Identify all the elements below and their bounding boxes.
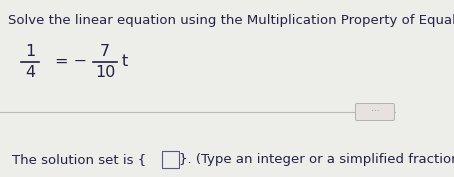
- Text: 7: 7: [100, 44, 110, 59]
- Text: The solution set is {: The solution set is {: [12, 153, 146, 167]
- Text: = −: = −: [55, 55, 87, 70]
- FancyBboxPatch shape: [162, 150, 178, 167]
- Text: ···: ···: [370, 107, 379, 116]
- Text: 4: 4: [25, 65, 35, 80]
- Text: t: t: [122, 55, 128, 70]
- FancyBboxPatch shape: [355, 104, 395, 121]
- Text: }. (Type an integer or a simplified fraction.): }. (Type an integer or a simplified frac…: [179, 153, 454, 167]
- Text: 10: 10: [95, 65, 115, 80]
- Text: Solve the linear equation using the Multiplication Property of Equality.: Solve the linear equation using the Mult…: [8, 14, 454, 27]
- Text: 1: 1: [25, 44, 35, 59]
